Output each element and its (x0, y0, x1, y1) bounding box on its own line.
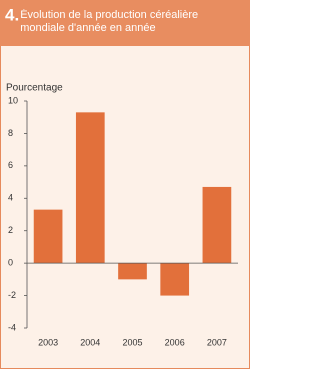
bar (33, 209, 63, 264)
y-axis-label: Pourcentage (6, 83, 63, 94)
x-tick-label: 2007 (207, 337, 227, 347)
bar (75, 112, 105, 264)
y-tick-label: 2 (8, 225, 13, 235)
x-tick-label: 2003 (38, 337, 58, 347)
bar (202, 186, 232, 264)
x-tick-label: 2004 (80, 337, 100, 347)
y-tick-label: 4 (8, 193, 13, 203)
bar (160, 263, 190, 296)
header (0, 0, 250, 46)
bar (118, 263, 147, 280)
y-tick-label: -2 (8, 290, 16, 300)
x-tick-label: 2006 (165, 337, 185, 347)
y-tick-label: 8 (8, 128, 13, 138)
frame (0, 0, 250, 369)
y-tick-label: -4 (8, 322, 16, 332)
title-box: Évolution de la production céréalière mo… (20, 9, 199, 34)
y-tick-label: 6 (8, 160, 13, 170)
chart-title: Évolution de la production céréalière mo… (20, 9, 199, 34)
y-tick-label: 0 (8, 258, 13, 268)
y-tick-label: 10 (8, 95, 18, 105)
figure-number: 4. (5, 5, 19, 24)
chart: 4. Évolution de la production céréalière… (0, 0, 250, 369)
x-tick-label: 2005 (122, 337, 142, 347)
